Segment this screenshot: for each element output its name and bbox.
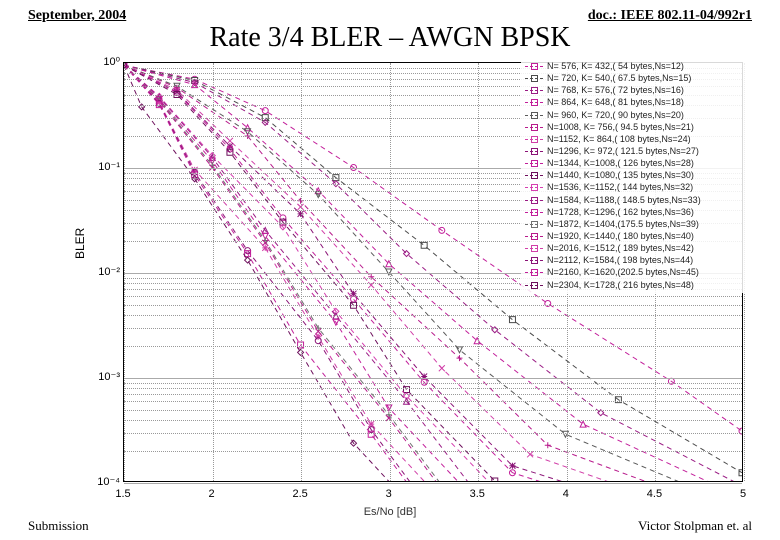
xtick-label: 4.5 [647,488,662,500]
legend-item: N=1296, K= 972,( 121.5 bytes,Ns=27) [525,145,742,157]
legend-item: N=1728, K=1296,( 162 bytes,Ns=36) [525,206,742,218]
legend-item: N=2304, K=1728,( 216 bytes,Ns=48) [525,279,742,291]
ytick-label: 10⁻³ [70,370,120,383]
ytick-label: 10⁻¹ [70,160,120,173]
legend-item: N=1440, K=1080,( 135 bytes,Ns=30) [525,169,742,181]
xtick-label: 1.5 [115,488,130,500]
legend-item: N=2112, K=1584,( 198 bytes,Ns=44) [525,254,742,266]
legend-item: N=1008, K= 756,( 94.5 bytes,Ns=21) [525,121,742,133]
xtick-label: 2 [209,488,215,500]
footer-submission: Submission [28,518,89,534]
ytick-label: 10⁰ [70,55,120,68]
legend-item: N=1536, K=1152,( 144 bytes,Ns=32) [525,181,742,193]
x-axis-label: Es/No [dB] [28,506,752,518]
legend-item: N=1920, K=1440,( 180 bytes,Ns=40) [525,230,742,242]
legend-item: N= 720, K= 540,( 67.5 bytes,Ns=15) [525,72,742,84]
legend-item: N=1344, K=1008,( 126 bytes,Ns=28) [525,157,742,169]
xtick-label: 2.5 [292,488,307,500]
legend-item: N= 960, K= 720,( 90 bytes,Ns=20) [525,109,742,121]
legend-item: N=2160, K=1620,(202.5 bytes,Ns=45) [525,266,742,278]
legend-item: N=1584, K=1188,( 148.5 bytes,Ns=33) [525,194,742,206]
chart-legend: N= 576, K= 432,( 54 bytes,Ns=12)N= 720, … [521,58,746,293]
legend-item: N= 768, K= 576,( 72 bytes,Ns=16) [525,84,742,96]
page: September, 2004 doc.: IEEE 802.11-04/992… [0,0,780,540]
ytick-label: 10⁻⁴ [70,475,120,488]
xtick-label: 4 [563,488,569,500]
xtick-label: 3 [386,488,392,500]
footer-author: Victor Stolpman et. al [638,518,752,534]
xtick-label: 5 [740,488,746,500]
legend-item: N= 576, K= 432,( 54 bytes,Ns=12) [525,60,742,72]
ytick-label: 10⁻² [70,265,120,278]
xtick-label: 3.5 [470,488,485,500]
legend-item: N=1872, K=1404,(175.5 bytes,Ns=39) [525,218,742,230]
legend-item: N= 864, K= 648,( 81 bytes,Ns=18) [525,96,742,108]
legend-item: N=2016, K=1512,( 189 bytes,Ns=42) [525,242,742,254]
page-title: Rate 3/4 BLER – AWGN BPSK [0,22,780,54]
legend-item: N=1152, K= 864,( 108 bytes,Ns=24) [525,133,742,145]
y-axis-label: BLER [73,228,87,259]
